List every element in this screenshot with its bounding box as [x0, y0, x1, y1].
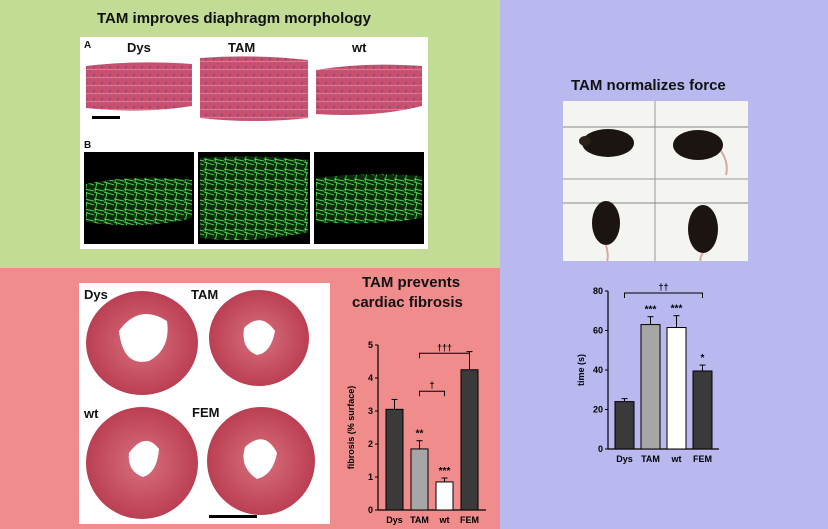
force-chart: 0 20 40 60 80 time (s) Dys TAM *** wt *** FEM * ††	[576, 282, 719, 464]
force-chart-xtick-label: FEM	[693, 454, 712, 464]
fluorescent-sections	[84, 152, 424, 244]
fibrosis-chart-ytick-label: 1	[368, 472, 373, 482]
force-chart-ytick-label: 0	[598, 444, 603, 454]
mouse-top-right	[673, 130, 728, 176]
diaphragm-title: TAM improves diaphragm morphology	[97, 10, 371, 27]
fibrosis-chart: 0 1 2 3 4 5 fibrosis (% surface) Dys TAM ** wt *** F…	[346, 340, 486, 525]
fibrosis-chart-ylabel: fibrosis (% surface)	[346, 386, 356, 470]
force-chart-bracket	[624, 292, 703, 298]
force-title: TAM normalizes force	[571, 77, 726, 94]
heart-label-fem: FEM	[192, 405, 220, 420]
he-section-dys	[86, 62, 192, 111]
force-chart-ylabel: time (s)	[576, 354, 586, 386]
fibrosis-chart-ytick-label: 0	[368, 505, 373, 515]
fibrosis-chart-bar-fem	[460, 369, 479, 511]
fibrosis-chart-ytick-label: 4	[368, 373, 373, 383]
heart-label-wt: wt	[84, 406, 99, 421]
fibrosis-chart-bar-dys	[385, 408, 404, 511]
scale-bar-a	[92, 116, 120, 119]
heart-fem	[207, 407, 315, 515]
heart-figure: Dys TAM wt FEM	[79, 283, 330, 524]
fibrosis-chart-xtick-label: FEM	[460, 515, 479, 525]
mouse-photo-grid	[563, 101, 748, 262]
he-section-wt	[316, 64, 422, 115]
he-stained-sections	[86, 56, 422, 121]
heart-wt	[86, 407, 198, 519]
fibrosis-chart-bracket	[419, 390, 445, 397]
fibrosis-chart-xtick-label: TAM	[410, 515, 429, 525]
force-chart-significance: ***	[645, 305, 657, 316]
fibrosis-chart-bracket-label: †	[429, 380, 434, 390]
heart-label-tam: TAM	[191, 287, 219, 302]
fibrosis-chart-significance: ***	[439, 466, 451, 477]
diaphragm-panel: TAM improves diaphragm morphology A B Dy…	[0, 0, 500, 268]
fibrosis-chart-xtick-label: Dys	[386, 515, 403, 525]
fibrosis-chart-ytick-label: 5	[368, 340, 373, 350]
force-chart-ytick-label: 80	[593, 286, 603, 296]
mouse-bottom-right	[688, 205, 718, 262]
force-chart-xtick-label: wt	[671, 454, 682, 464]
fluor-section-wt	[316, 174, 422, 224]
heart-label-dys: Dys	[84, 287, 108, 302]
col-label-dys: Dys	[127, 40, 151, 55]
force-chart-significance: ***	[671, 304, 683, 315]
fibrosis-chart-significance: **	[416, 429, 424, 440]
force-chart-bar-tam	[640, 324, 661, 450]
force-chart-bar-dys	[614, 401, 635, 450]
force-chart-ytick-label: 20	[593, 405, 603, 415]
fibrosis-title-line2: cardiac fibrosis	[352, 294, 463, 311]
fibrosis-chart-ytick-label: 3	[368, 406, 373, 416]
fibrosis-chart-bar-tam	[410, 448, 429, 511]
mouse-top-left	[579, 129, 634, 157]
force-chart-bar-wt	[666, 327, 687, 450]
force-chart-ytick-label: 60	[593, 326, 603, 336]
fibrosis-chart-xtick-label: wt	[439, 515, 450, 525]
col-label-tam: TAM	[228, 40, 256, 55]
force-chart-bar-fem	[692, 370, 713, 450]
force-chart-xtick-label: Dys	[616, 454, 633, 464]
fibrosis-chart-bracket-label: †††	[437, 342, 452, 352]
force-chart-xtick-label: TAM	[641, 454, 660, 464]
fibrosis-chart-bar-wt	[435, 481, 454, 511]
force-chart-bracket-label: ††	[658, 282, 668, 292]
row-a-label: A	[84, 40, 92, 51]
scale-bar-heart	[209, 515, 257, 518]
fibrosis-title-line1: TAM prevents	[362, 274, 461, 291]
mouse-bottom-left	[592, 201, 620, 262]
row-b-label: B	[84, 140, 92, 151]
cardiac-panel: Dys TAM wt FEM TAM prevents cardiac fibr…	[0, 268, 500, 529]
force-chart-ytick-label: 40	[593, 365, 603, 375]
mouse-photos	[563, 101, 748, 262]
force-panel: TAM normalizes force 0 20 40 60 80 time (s) Dy…	[500, 0, 828, 529]
col-label-wt: wt	[352, 40, 367, 55]
fluor-section-dys	[86, 177, 192, 226]
fluor-section-tam	[200, 156, 308, 240]
heart-tam	[209, 290, 309, 386]
heart-sections	[86, 290, 315, 519]
fibrosis-chart-bracket	[419, 352, 470, 359]
fibrosis-chart-ytick-label: 2	[368, 439, 373, 449]
heart-dys	[86, 291, 198, 395]
force-chart-significance: *	[701, 353, 705, 364]
he-section-tam	[200, 56, 308, 121]
